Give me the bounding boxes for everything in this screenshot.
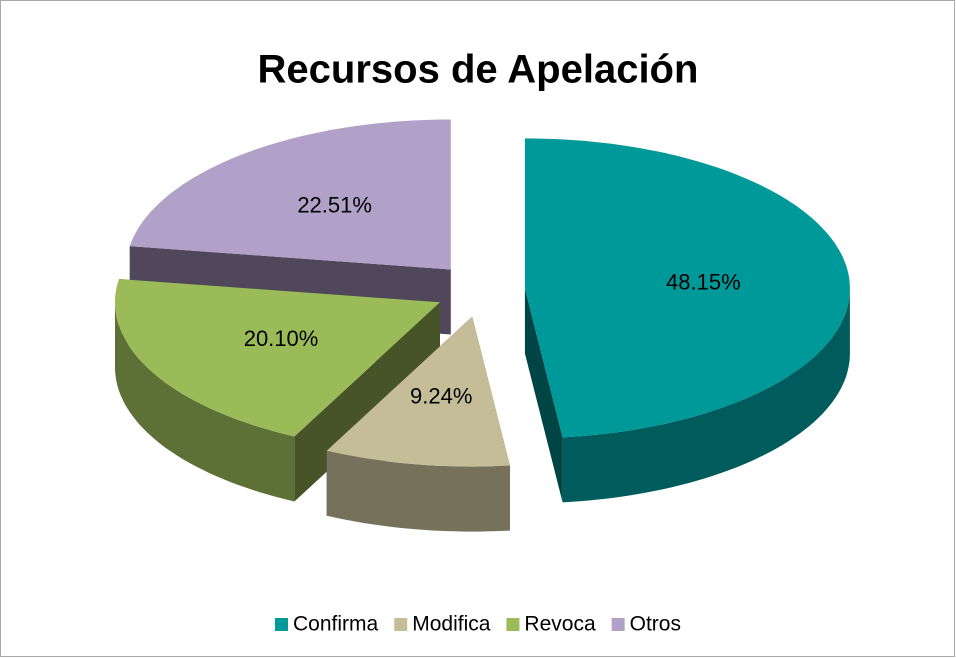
legend-label: Modifica	[412, 613, 491, 636]
pie-slice	[326, 316, 510, 532]
slice-top	[524, 138, 850, 438]
data-label: 20.10%	[244, 326, 319, 351]
chart-title: Recursos de Apelación	[258, 48, 699, 92]
slice-wall	[562, 288, 850, 503]
slice-side	[524, 288, 563, 503]
legend: Confirma Modifica Revoca Otros	[275, 613, 681, 636]
slice-wall	[115, 302, 295, 502]
legend-label: Otros	[630, 613, 681, 636]
pie-slice	[524, 138, 850, 503]
legend-swatch	[394, 618, 408, 631]
data-label: 48.15%	[666, 269, 741, 294]
slice-wall	[326, 450, 510, 532]
legend-swatch	[506, 618, 520, 631]
legend-swatch	[275, 618, 289, 631]
legend-label: Confirma	[293, 613, 379, 636]
slice-top	[129, 119, 451, 270]
slice-top	[115, 279, 440, 437]
legend-swatch	[611, 618, 625, 631]
data-label: 22.51%	[297, 193, 372, 218]
legend-label: Revoca	[524, 613, 596, 636]
data-label: 9.24%	[410, 384, 472, 409]
slice-top	[326, 316, 510, 467]
